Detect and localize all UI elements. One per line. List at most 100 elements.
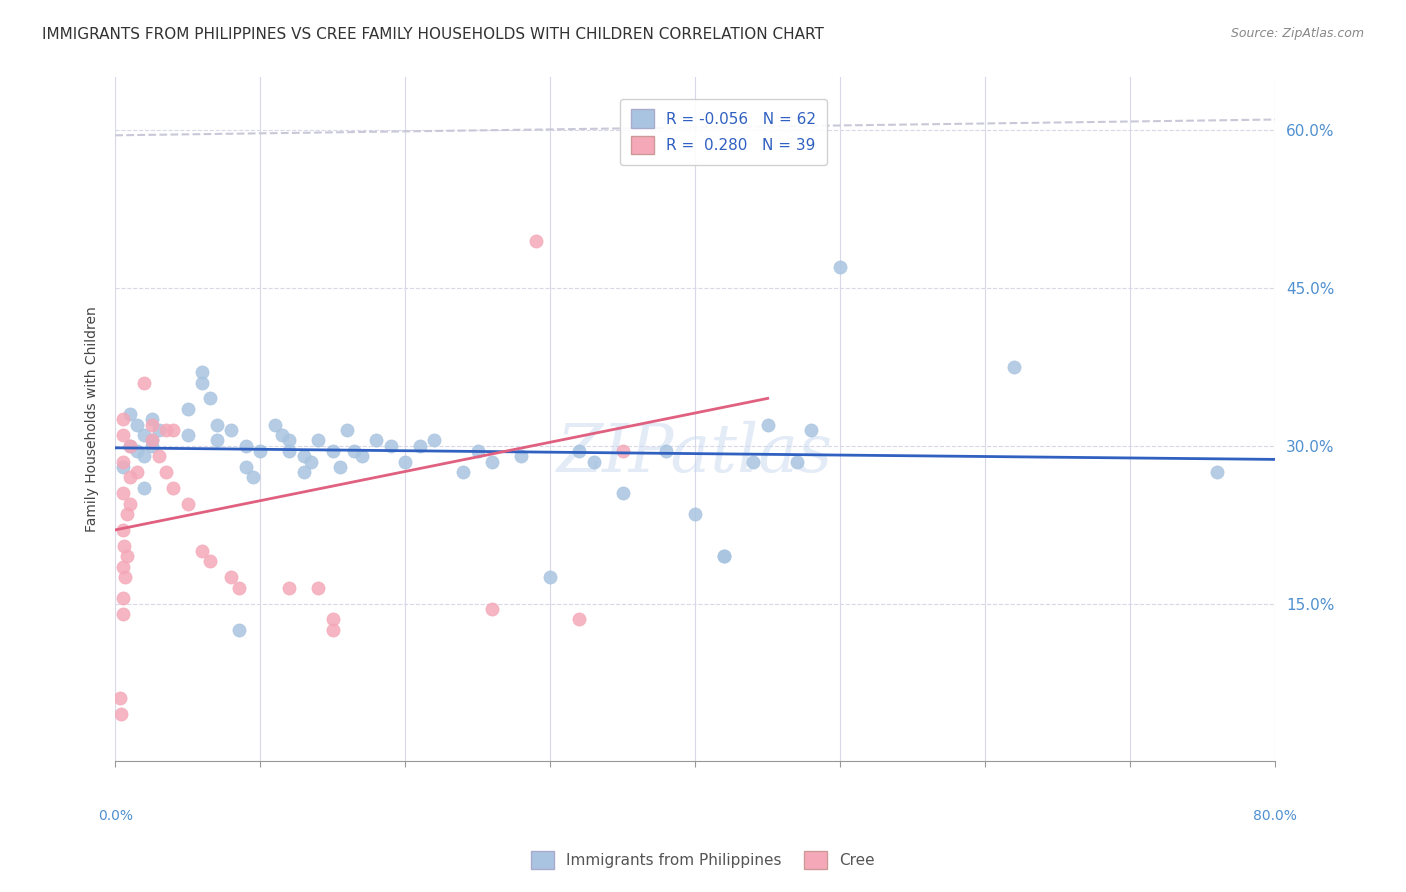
Point xyxy=(111,523,134,537)
Point xyxy=(1002,359,1025,374)
Point xyxy=(394,454,416,468)
Point xyxy=(366,434,388,448)
Point xyxy=(786,454,808,468)
Point xyxy=(111,412,134,426)
Legend: Immigrants from Philippines, Cree: Immigrants from Philippines, Cree xyxy=(524,845,882,875)
Point xyxy=(582,454,605,468)
Point xyxy=(141,434,163,448)
Point xyxy=(242,470,264,484)
Point xyxy=(134,428,156,442)
Point xyxy=(263,417,285,432)
Point xyxy=(423,434,446,448)
Point xyxy=(278,434,301,448)
Point xyxy=(177,497,200,511)
Point xyxy=(292,449,315,463)
Point xyxy=(125,465,148,479)
Point xyxy=(612,486,634,500)
Point xyxy=(292,465,315,479)
Point xyxy=(148,449,170,463)
Point xyxy=(125,417,148,432)
Point xyxy=(191,544,214,558)
Point xyxy=(481,454,503,468)
Point xyxy=(350,449,373,463)
Point xyxy=(155,465,177,479)
Point xyxy=(612,444,634,458)
Text: 80.0%: 80.0% xyxy=(1253,809,1298,823)
Point xyxy=(111,559,134,574)
Point xyxy=(683,507,706,521)
Point xyxy=(111,428,134,442)
Point xyxy=(134,481,156,495)
Point xyxy=(162,423,184,437)
Point xyxy=(1206,465,1229,479)
Point xyxy=(108,691,131,706)
Point xyxy=(198,554,221,568)
Point xyxy=(134,376,156,390)
Point xyxy=(191,376,214,390)
Point xyxy=(329,459,352,474)
Point xyxy=(228,581,250,595)
Point xyxy=(111,591,134,606)
Point xyxy=(343,444,366,458)
Point xyxy=(756,417,779,432)
Point xyxy=(235,439,257,453)
Point xyxy=(510,449,533,463)
Point xyxy=(299,454,322,468)
Point xyxy=(110,707,132,722)
Point xyxy=(451,465,474,479)
Point xyxy=(219,570,242,584)
Point xyxy=(742,454,765,468)
Point xyxy=(278,581,301,595)
Legend: R = -0.056   N = 62, R =  0.280   N = 39: R = -0.056 N = 62, R = 0.280 N = 39 xyxy=(620,99,827,165)
Text: 0.0%: 0.0% xyxy=(98,809,132,823)
Point xyxy=(118,439,141,453)
Point xyxy=(177,428,200,442)
Point xyxy=(162,481,184,495)
Point xyxy=(141,434,163,448)
Point xyxy=(198,392,221,406)
Point xyxy=(111,454,134,468)
Point xyxy=(307,434,329,448)
Point xyxy=(235,459,257,474)
Point xyxy=(141,439,163,453)
Point xyxy=(155,423,177,437)
Point xyxy=(111,459,134,474)
Point xyxy=(141,412,163,426)
Point xyxy=(524,234,547,248)
Point xyxy=(228,623,250,637)
Point xyxy=(191,365,214,379)
Point xyxy=(538,570,561,584)
Y-axis label: Family Households with Children: Family Households with Children xyxy=(86,307,100,533)
Text: IMMIGRANTS FROM PHILIPPINES VS CREE FAMILY HOUSEHOLDS WITH CHILDREN CORRELATION : IMMIGRANTS FROM PHILIPPINES VS CREE FAMI… xyxy=(42,27,824,42)
Text: Source: ZipAtlas.com: Source: ZipAtlas.com xyxy=(1230,27,1364,40)
Point xyxy=(655,444,678,458)
Point xyxy=(177,401,200,416)
Point xyxy=(481,602,503,616)
Point xyxy=(148,423,170,437)
Point xyxy=(134,449,156,463)
Point xyxy=(800,423,823,437)
Point xyxy=(118,407,141,421)
Point xyxy=(115,507,138,521)
Point xyxy=(467,444,489,458)
Point xyxy=(271,428,294,442)
Point xyxy=(278,444,301,458)
Point xyxy=(713,549,735,564)
Point xyxy=(409,439,432,453)
Point xyxy=(205,417,228,432)
Point xyxy=(336,423,359,437)
Point xyxy=(141,417,163,432)
Point xyxy=(205,434,228,448)
Point xyxy=(111,486,134,500)
Point xyxy=(322,612,344,626)
Point xyxy=(115,549,138,564)
Point xyxy=(830,260,852,274)
Point xyxy=(380,439,402,453)
Point xyxy=(568,444,591,458)
Point xyxy=(219,423,242,437)
Point xyxy=(118,497,141,511)
Point xyxy=(118,470,141,484)
Point xyxy=(118,439,141,453)
Point xyxy=(112,539,135,553)
Point xyxy=(125,444,148,458)
